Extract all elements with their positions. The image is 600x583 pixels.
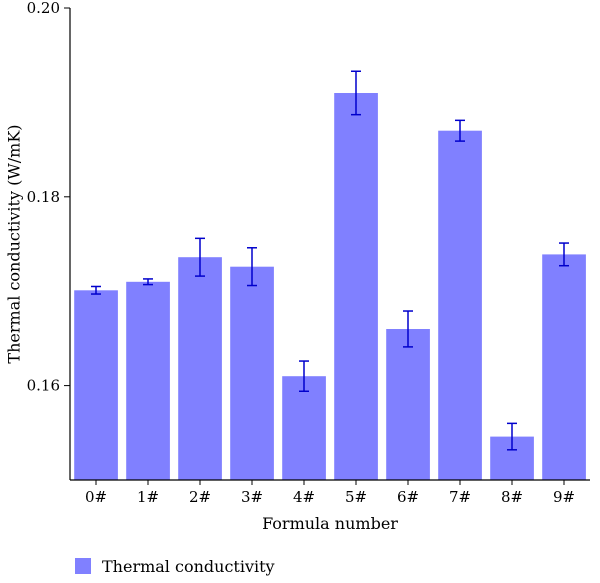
bar: [438, 130, 482, 480]
bar: [74, 290, 118, 480]
bar: [334, 93, 378, 480]
bar: [542, 254, 586, 480]
legend: Thermal conductivity: [75, 557, 275, 576]
x-tick-label: 8#: [501, 488, 523, 506]
x-ticks-layer: 0# 1# 2# 3# 4# 5# 6# 7# 8# 9#: [85, 480, 575, 506]
x-tick-label: 9#: [553, 488, 575, 506]
bar: [386, 329, 430, 480]
y-tick-label: 0.20: [27, 0, 60, 17]
x-tick-label: 7#: [449, 488, 471, 506]
x-tick-label: 5#: [345, 488, 367, 506]
x-tick-label: 0#: [85, 488, 107, 506]
x-tick-label: 4#: [293, 488, 315, 506]
bar: [230, 266, 274, 480]
y-axis-title: Thermal conductivity (W/mK): [5, 124, 24, 363]
y-tick-label: 0.16: [27, 377, 60, 395]
y-ticks-layer: 0.16 0.18 0.20: [27, 0, 70, 395]
x-tick-label: 1#: [137, 488, 159, 506]
bar: [126, 281, 170, 480]
x-tick-label: 2#: [189, 488, 211, 506]
legend-swatch: [75, 558, 91, 574]
x-axis-title: Formula number: [262, 514, 398, 533]
bar: [178, 257, 222, 480]
bar: [282, 376, 326, 480]
legend-label: Thermal conductivity: [102, 557, 275, 576]
error-bars-layer: [91, 70, 569, 451]
axes-layer: [69, 8, 590, 481]
bars-layer: [74, 93, 586, 480]
x-tick-label: 3#: [241, 488, 263, 506]
x-tick-label: 6#: [397, 488, 419, 506]
y-tick-label: 0.18: [27, 188, 60, 206]
